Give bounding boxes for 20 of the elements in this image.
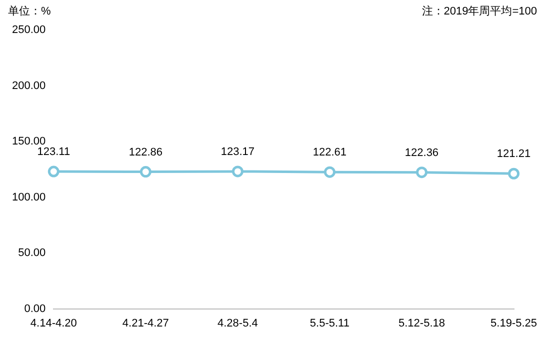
text: 注：2019年周平均=100: [422, 4, 537, 18]
x-tick-label: 4.21-4.27: [122, 317, 169, 330]
data-label: 121.21: [496, 148, 531, 160]
x-tick-label: 5.5-5.11: [310, 317, 350, 330]
data-label: 122.86: [128, 146, 162, 158]
x-tick-label: 4.14-4.20: [30, 317, 77, 330]
y-tick-label: 200.00: [12, 80, 46, 92]
y-tick-label: 100.00: [12, 191, 46, 204]
x-tick-label: 5.12-5.18: [398, 317, 445, 330]
y-tick-label: 50.00: [18, 247, 46, 260]
x-tick-label: 5.19-5.25: [490, 317, 537, 330]
data-label: 123.11: [37, 146, 70, 158]
y-tick-label: 150.00: [12, 136, 46, 148]
x-tick-label: 4.28-5.4: [218, 317, 258, 330]
y-axis-title: 单位：%: [8, 4, 51, 18]
y-tick-label: 250.00: [12, 24, 46, 36]
y-tick-label: 0.00: [24, 302, 46, 315]
data-label: 123.17: [220, 146, 255, 158]
data-label: 122.36: [404, 146, 439, 159]
data-label: 122.61: [312, 146, 347, 159]
